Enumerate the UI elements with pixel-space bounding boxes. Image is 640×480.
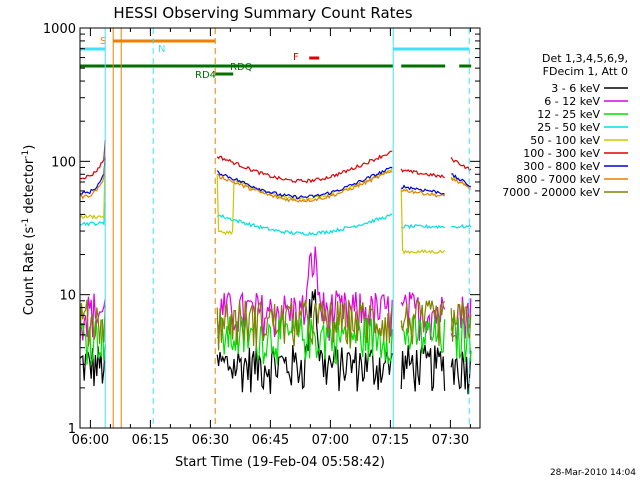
series-line xyxy=(79,318,106,366)
y-tick-label: 1 xyxy=(68,422,76,437)
x-axis: 06:00 06:15 06:30 06:45 07:00 07:15 07:30 xyxy=(72,28,471,448)
legend-entry: 300 - 800 keV xyxy=(523,160,600,173)
series-line xyxy=(451,173,471,188)
plot-frame xyxy=(79,27,481,429)
x-tick-label: 06:15 xyxy=(132,433,169,448)
x-tick-label: 07:15 xyxy=(372,433,409,448)
series-line xyxy=(79,161,106,200)
series-line xyxy=(79,293,106,341)
series-line xyxy=(216,213,393,236)
series-line xyxy=(216,166,393,200)
x-tick-label: 07:00 xyxy=(312,433,349,448)
x-tick-label: 07:30 xyxy=(432,433,469,448)
series-line xyxy=(400,313,446,354)
series-line xyxy=(401,184,445,195)
y-axis-label: Count Rate (s-1 detector-1) xyxy=(21,145,37,316)
legend-entry: 100 - 300 keV xyxy=(523,147,600,160)
legend-entry: 25 - 50 keV xyxy=(537,121,600,134)
legend-header: Det 1,3,4,5,6,9, xyxy=(542,52,628,65)
flag-label-s: S xyxy=(100,36,106,47)
chart-title: HESSI Observing Summary Count Rates xyxy=(113,4,412,22)
series-8 xyxy=(79,299,472,351)
flag-label-rdq: RDQ xyxy=(230,62,253,73)
series-6 xyxy=(79,158,471,200)
series-line xyxy=(79,202,106,227)
series-3 xyxy=(79,202,472,236)
legend-entry: 6 - 12 keV xyxy=(544,95,600,108)
legend-entry: 800 - 7000 keV xyxy=(516,173,600,186)
series-line xyxy=(79,158,106,197)
y-tick-label: 10 xyxy=(59,289,76,304)
series-line xyxy=(450,300,472,342)
series-line xyxy=(79,140,106,180)
footer-date: 28-Mar-2010 14:04 xyxy=(550,468,636,478)
x-tick-label: 06:30 xyxy=(192,433,229,448)
flag-label-f: F xyxy=(293,52,299,63)
legend-entry: 50 - 100 keV xyxy=(530,134,600,147)
series-5 xyxy=(79,140,472,184)
series-line xyxy=(400,188,446,198)
series-line xyxy=(450,177,471,190)
y-tick-label: 100 xyxy=(51,155,76,170)
x-tick-label: 06:45 xyxy=(252,433,289,448)
series-line xyxy=(450,223,472,229)
x-tick-label: 06:00 xyxy=(72,433,109,448)
series-line xyxy=(450,157,472,172)
x-axis-label: Start Time (19-Feb-04 05:58:42) xyxy=(175,455,385,470)
series-line xyxy=(216,299,393,351)
series-line xyxy=(400,223,445,230)
flag-label-rd4: RD4 xyxy=(195,70,216,81)
y-axis: 1 10 100 1000 xyxy=(43,22,480,437)
legend: Det 1,3,4,5,6,9,FDecim 1, Att 0 3 - 6 keV… xyxy=(502,52,628,199)
series-line xyxy=(216,289,393,394)
series-line xyxy=(217,170,393,203)
legend-entry: 7000 - 20000 keV xyxy=(502,186,600,199)
vline-layer xyxy=(104,28,470,428)
series-line xyxy=(400,300,446,347)
series-line xyxy=(216,150,393,184)
legend-header: FDecim 1, Att 0 xyxy=(543,65,628,78)
series-line xyxy=(79,299,106,347)
legend-entry: 12 - 25 keV xyxy=(537,108,600,121)
series-line xyxy=(400,188,446,255)
series-7 xyxy=(79,161,471,203)
y-tick-label: 1000 xyxy=(43,22,76,37)
flag-label-n: N xyxy=(158,44,165,55)
series-line xyxy=(79,156,106,220)
legend-entry: 3 - 6 keV xyxy=(551,82,600,95)
series-layer xyxy=(79,140,472,395)
series-line xyxy=(450,350,472,395)
series-line xyxy=(400,168,445,179)
series-line xyxy=(450,296,472,341)
flag-bars: S N F RDQ RD4 xyxy=(80,36,472,81)
